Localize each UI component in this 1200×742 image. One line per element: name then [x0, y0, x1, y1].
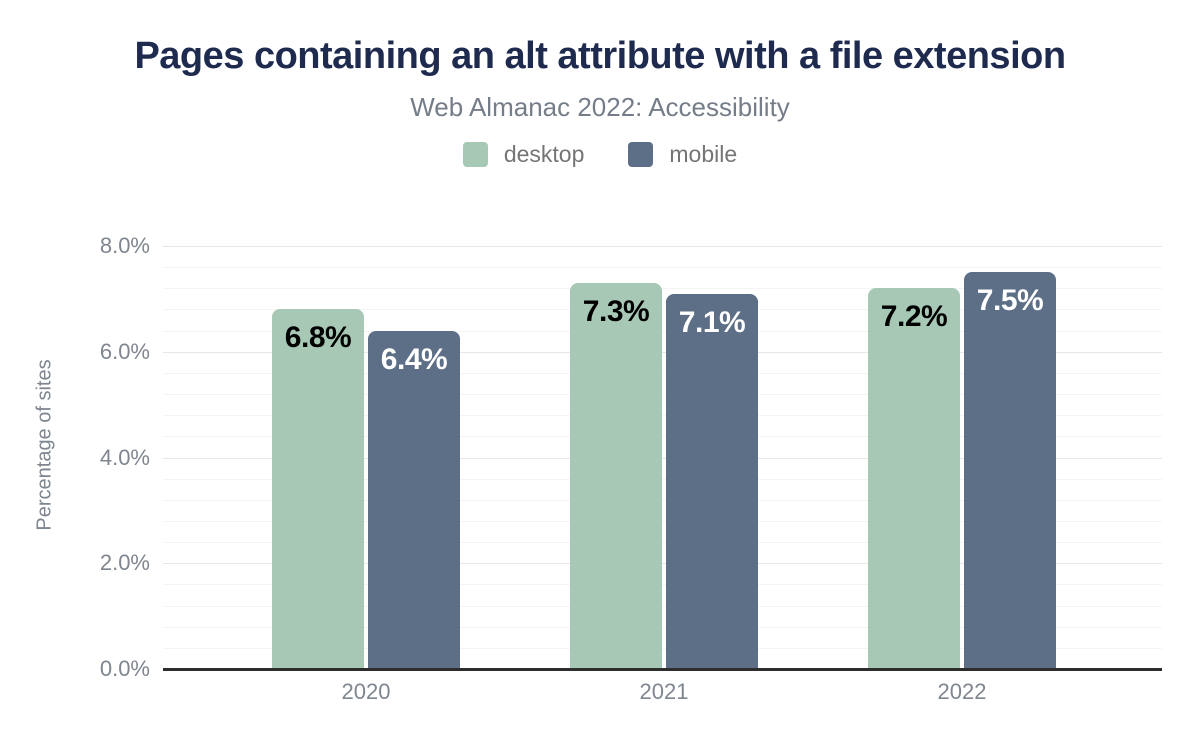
bar-mobile-2020: 6.4%: [368, 330, 460, 669]
y-tick-6.0%: 6.0%: [99, 338, 150, 364]
y-axis-title: Percentage of sites: [33, 359, 56, 531]
legend: desktop mobile: [0, 141, 1200, 168]
bar-value-label-mobile-2020: 6.4%: [380, 342, 448, 376]
gridline-minor-2.4: [163, 542, 1162, 544]
chart-subtitle: Web Almanac 2022: Accessibility: [410, 91, 790, 122]
legend-swatch-desktop: [462, 141, 488, 167]
gridline-minor-1.2: [163, 605, 1162, 607]
bar-mobile-2021: 7.1%: [666, 293, 758, 669]
bar-value-label-mobile-2022: 7.5%: [976, 284, 1044, 318]
bar-value-label-desktop-2020: 6.8%: [284, 321, 352, 355]
gridline-minor-0.4: [163, 647, 1162, 649]
x-tick-2021: 2021: [639, 679, 689, 704]
gridline-minor-1.6: [163, 584, 1162, 586]
gridline-minor-7.2: [163, 288, 1162, 290]
gridline-minor-6.4: [163, 330, 1162, 332]
plot-area: 6.8% 7.3% 7.2% 6.4% 7.1% 7.5%: [163, 246, 1162, 671]
bar-value-label-mobile-2021: 7.1%: [678, 305, 746, 339]
x-tick-2022: 2022: [937, 679, 987, 704]
legend-label-desktop: desktop: [503, 140, 585, 167]
gridline-major-8.0: [163, 246, 1162, 247]
gridline-minor-5.2: [163, 394, 1162, 396]
bar-desktop-2022: 7.2%: [868, 288, 960, 669]
gridline-minor-6.8: [163, 309, 1162, 311]
y-tick-2.0%: 2.0%: [99, 550, 150, 576]
legend-item-desktop: desktop: [462, 140, 585, 168]
gridline-minor-3.6: [163, 478, 1162, 480]
chart-title: Pages containing an alt attribute with a…: [134, 35, 1066, 77]
gridline-minor-4.4: [163, 436, 1162, 438]
legend-swatch-mobile: [628, 141, 654, 167]
bar-mobile-2022: 7.5%: [964, 272, 1056, 669]
y-tick-0.0%: 0.0%: [99, 656, 150, 681]
gridline-minor-5.6: [163, 372, 1162, 374]
bar-desktop-2021: 7.3%: [570, 283, 662, 669]
bar-desktop-2020: 6.8%: [272, 309, 364, 669]
gridline-minor-4.8: [163, 415, 1162, 417]
gridline-minor-3.2: [163, 499, 1162, 501]
x-axis-line: [163, 668, 1162, 671]
y-tick-8.0%: 8.0%: [99, 233, 150, 258]
gridline-major-4.0: [163, 457, 1162, 459]
bar-value-label-desktop-2022: 7.2%: [880, 300, 948, 334]
gridline-minor-2.8: [163, 520, 1162, 522]
legend-label-mobile: mobile: [669, 140, 738, 167]
legend-item-mobile: mobile: [628, 141, 737, 168]
gridline-minor-7.6: [163, 267, 1162, 269]
y-tick-4.0%: 4.0%: [99, 444, 150, 470]
gridline-major-2.0: [163, 563, 1162, 565]
x-tick-2020: 2020: [341, 679, 391, 704]
gridline-minor-0.8: [163, 626, 1162, 628]
gridline-major-6.0: [163, 351, 1162, 353]
bar-value-label-desktop-2021: 7.3%: [582, 295, 650, 329]
